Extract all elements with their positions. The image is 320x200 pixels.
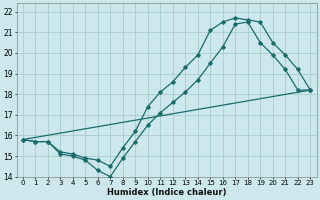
- X-axis label: Humidex (Indice chaleur): Humidex (Indice chaleur): [107, 188, 226, 197]
